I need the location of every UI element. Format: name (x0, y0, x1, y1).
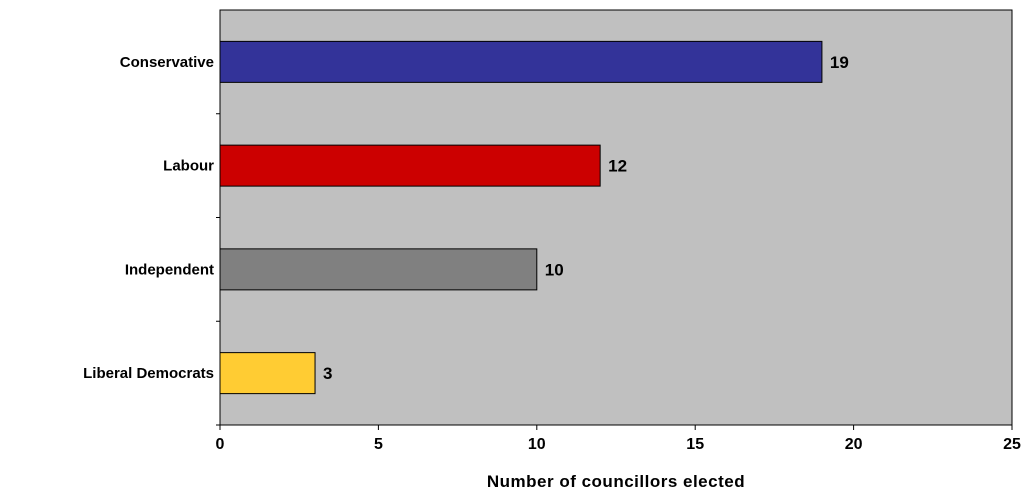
x-tick-label: 5 (374, 436, 383, 453)
data-label: 3 (323, 364, 332, 383)
data-label: 12 (608, 157, 627, 176)
bar-liberal-democrats (219, 352, 316, 395)
x-tick-label: 10 (528, 436, 546, 453)
bar-labour (219, 144, 601, 187)
data-label: 19 (830, 53, 849, 72)
category-label: Independent (125, 261, 214, 278)
x-tick-label: 0 (216, 436, 225, 453)
category-label: Liberal Democrats (83, 365, 214, 382)
x-tick-label: 20 (845, 436, 863, 453)
x-tick-label: 15 (686, 436, 704, 453)
category-label: Labour (163, 158, 214, 175)
x-axis-title: Number of councillors elected (487, 472, 745, 491)
bar-independent (219, 248, 538, 291)
category-label: Conservative (120, 54, 214, 71)
bar-conservative (219, 40, 823, 83)
x-tick-label: 25 (1003, 436, 1021, 453)
data-label: 10 (545, 260, 564, 279)
